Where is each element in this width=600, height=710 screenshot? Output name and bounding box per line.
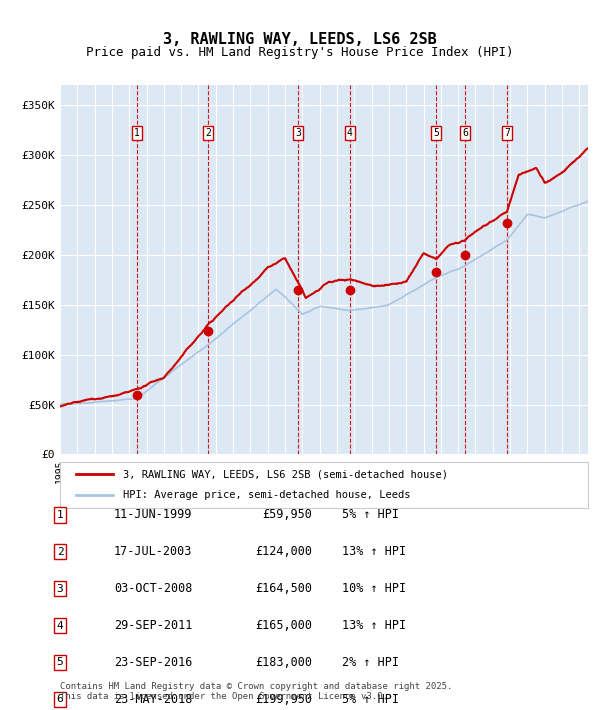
Text: 2% ↑ HPI: 2% ↑ HPI <box>342 656 399 669</box>
Text: 7: 7 <box>504 129 510 138</box>
Text: 13% ↑ HPI: 13% ↑ HPI <box>342 545 406 558</box>
Text: £59,950: £59,950 <box>262 508 312 521</box>
Text: Price paid vs. HM Land Registry's House Price Index (HPI): Price paid vs. HM Land Registry's House … <box>86 46 514 59</box>
Text: 6: 6 <box>56 694 64 704</box>
Text: 2: 2 <box>205 129 211 138</box>
Text: £124,000: £124,000 <box>255 545 312 558</box>
Text: 2: 2 <box>56 547 64 557</box>
Text: 3: 3 <box>56 584 64 594</box>
Text: 6: 6 <box>462 129 468 138</box>
Text: 3, RAWLING WAY, LEEDS, LS6 2SB (semi-detached house): 3, RAWLING WAY, LEEDS, LS6 2SB (semi-det… <box>124 469 448 479</box>
Text: 5% ↑ HPI: 5% ↑ HPI <box>342 508 399 521</box>
Text: 4: 4 <box>56 621 64 630</box>
Text: 13% ↑ HPI: 13% ↑ HPI <box>342 619 406 632</box>
Text: 23-SEP-2016: 23-SEP-2016 <box>114 656 193 669</box>
Text: 10% ↑ HPI: 10% ↑ HPI <box>342 582 406 595</box>
Text: 3, RAWLING WAY, LEEDS, LS6 2SB: 3, RAWLING WAY, LEEDS, LS6 2SB <box>163 32 437 47</box>
Text: 1: 1 <box>56 510 64 520</box>
Text: £183,000: £183,000 <box>255 656 312 669</box>
Text: £165,000: £165,000 <box>255 619 312 632</box>
Text: HPI: Average price, semi-detached house, Leeds: HPI: Average price, semi-detached house,… <box>124 490 411 500</box>
Text: 29-SEP-2011: 29-SEP-2011 <box>114 619 193 632</box>
Text: 17-JUL-2003: 17-JUL-2003 <box>114 545 193 558</box>
Text: 5: 5 <box>56 657 64 667</box>
Text: 03-OCT-2008: 03-OCT-2008 <box>114 582 193 595</box>
Text: 23-MAY-2018: 23-MAY-2018 <box>114 693 193 706</box>
Text: 5: 5 <box>433 129 439 138</box>
Text: 4: 4 <box>347 129 353 138</box>
Text: Contains HM Land Registry data © Crown copyright and database right 2025.
This d: Contains HM Land Registry data © Crown c… <box>60 682 452 701</box>
Text: 11-JUN-1999: 11-JUN-1999 <box>114 508 193 521</box>
Text: 1: 1 <box>134 129 140 138</box>
Text: £199,950: £199,950 <box>255 693 312 706</box>
Text: 3: 3 <box>295 129 301 138</box>
Text: £164,500: £164,500 <box>255 582 312 595</box>
Text: 5% ↑ HPI: 5% ↑ HPI <box>342 693 399 706</box>
